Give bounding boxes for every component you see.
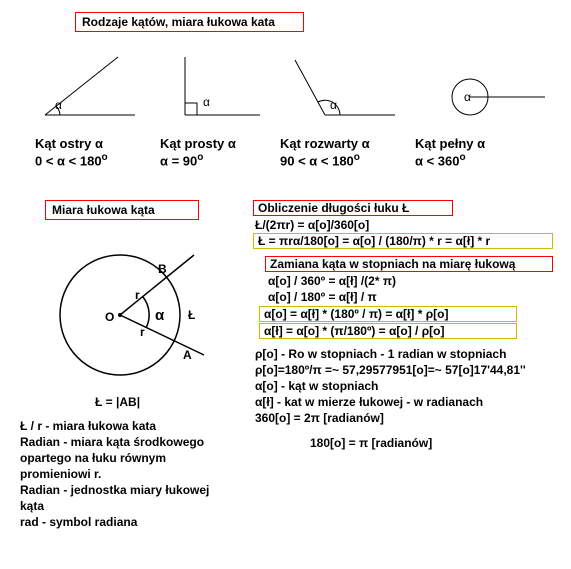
right-name: Kąt prosty α: [160, 136, 236, 151]
calc-line6: α[ł] = α[o] * (π/180º) = α[o] / ρ[o]: [259, 323, 517, 339]
rho-block: ρ[o] - Ro w stopniach - 1 radian w stopn…: [255, 346, 526, 426]
circle-diagram: [30, 225, 230, 395]
right-range: α = 90o: [160, 152, 203, 168]
circle-r2: r: [140, 325, 145, 339]
acute-range: 0 < α < 180o: [35, 152, 108, 168]
calc-line1: Ł/(2πr) = α[o]/360[o]: [255, 218, 369, 232]
obtuse-name: Kąt rozwarty α: [280, 136, 370, 151]
calc-line5: α[o] = α[ł] * (180º / π) = α[ł] * ρ[o]: [259, 306, 517, 322]
circle-o: O: [105, 310, 114, 324]
calc-line2: Ł = πrα/180[o] = α[o] / (180/π) * r = α[…: [253, 233, 553, 249]
circle-alpha: α: [155, 307, 164, 324]
acute-name: Kąt ostry α: [35, 136, 103, 151]
right-alpha: α: [203, 95, 210, 109]
obtuse-range: 90 < α < 180o: [280, 152, 360, 168]
rho6: 180[o] = π [radianów]: [310, 436, 432, 450]
circle-b: B: [158, 262, 167, 276]
acute-alpha: α: [55, 98, 62, 112]
full-range: α < 360o: [415, 152, 466, 168]
full-name: Kąt pełny α: [415, 136, 485, 151]
page-title: Rodzaje kątów, miara łukowa kata: [75, 12, 304, 32]
circle-r1: r: [135, 288, 140, 302]
circle-a: A: [183, 348, 192, 362]
title-text: Rodzaje kątów, miara łukowa kata: [82, 15, 275, 29]
obtuse-alpha: α: [330, 98, 337, 112]
calc-line4: α[o] / 180º = α[ł] / π: [268, 290, 377, 304]
calc-line3: α[o] / 360º = α[ł] /(2* π): [268, 274, 396, 288]
full-alpha: α: [464, 90, 471, 104]
lab-eq: Ł = |AB|: [95, 395, 140, 409]
arcmeasure-heading: Miara łukowa kąta: [45, 200, 199, 220]
circle-l: Ł: [188, 308, 195, 322]
calc-header1: Obliczenie długości łuku Ł: [253, 200, 453, 216]
calc-header2: Zamiana kąta w stopniach na miarę łukową: [265, 256, 553, 272]
desc-block: Ł / r - miara łukowa kata Radian - miara…: [20, 418, 209, 530]
